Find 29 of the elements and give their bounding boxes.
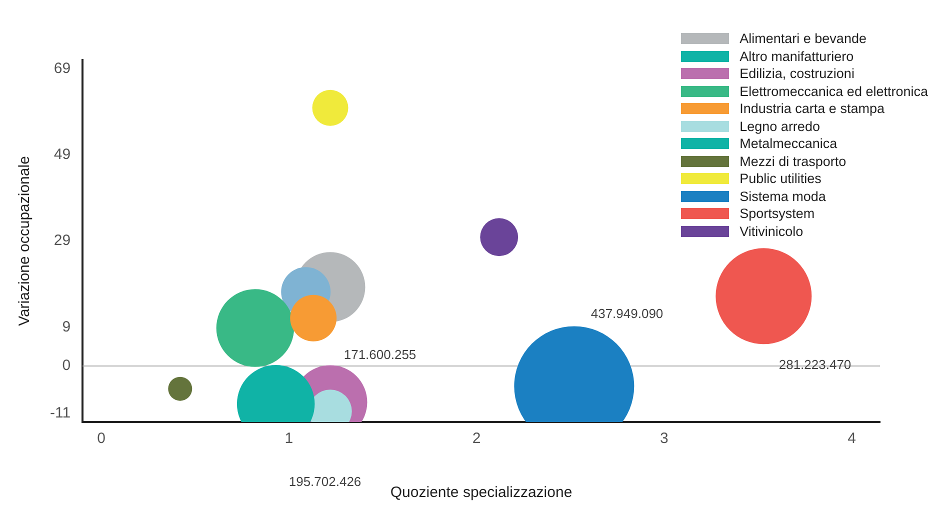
text: 195.702.426 xyxy=(288,474,362,489)
legend-label: Mezzi di trasporto xyxy=(740,152,846,170)
annotation: 281.223.470 xyxy=(778,357,852,372)
legend-label: Elettromeccanica ed elettronica xyxy=(740,82,928,100)
y-tick-label: 0 xyxy=(62,357,71,374)
y-tick-label: -11 xyxy=(50,404,71,422)
legend-label: Industria carta e stampa xyxy=(740,100,884,118)
legend-label: Altro manifatturiero xyxy=(740,48,854,65)
annotation: 171.600.255 xyxy=(344,347,416,362)
x-tick-label: 0 xyxy=(97,430,106,448)
legend-label: Sistema moda xyxy=(740,188,826,205)
y-tick-label: 9 xyxy=(62,318,71,336)
legend-label: Public utilities xyxy=(740,170,822,188)
legend-label: Alimentari e bevande xyxy=(740,30,866,48)
x-tick-label: 4 xyxy=(848,430,856,448)
y-tick-label: 29 xyxy=(54,232,71,250)
x-axis-title: Quoziente specializzazione xyxy=(390,484,572,502)
y-tick-label: 49 xyxy=(54,146,71,163)
y-axis-title: Variazione occupazionale xyxy=(16,156,34,326)
legend-label: Metalmeccanica xyxy=(740,135,838,152)
legend-label: Vitivinicolo xyxy=(740,222,804,240)
x-tick-label: 1 xyxy=(284,430,294,448)
x-tick-label: 2 xyxy=(472,430,481,448)
legend-label: Legno arredo xyxy=(740,118,820,135)
legend-label: Edilizia, costruzioni xyxy=(740,65,854,82)
y-tick-label: 69 xyxy=(54,60,71,77)
annotation: 437.949.090 xyxy=(590,306,664,321)
x-tick-label: 3 xyxy=(660,430,668,448)
legend-label: Sportsystem xyxy=(740,205,815,222)
